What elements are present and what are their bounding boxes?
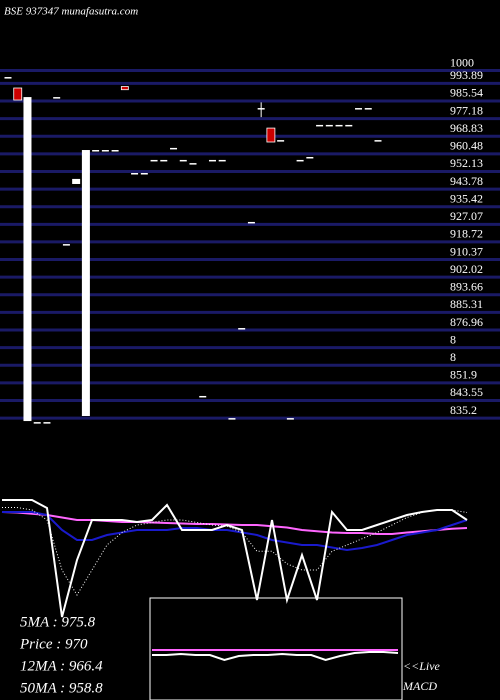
candle-body: [218, 159, 226, 162]
candle-body: [208, 159, 216, 162]
stat: Price : 970: [19, 636, 88, 652]
y-tick-label: 843.55: [450, 385, 483, 399]
macd-panel: [149, 597, 403, 700]
candle-body: [345, 124, 353, 127]
stat: 50MA : 958.8: [20, 680, 103, 696]
candle-body: [72, 178, 81, 184]
y-tick-label: 910.37: [450, 244, 483, 258]
y-tick-label: 8: [450, 350, 456, 364]
candle-body: [120, 86, 129, 91]
candle-body: [13, 87, 23, 101]
chart-title: BSE 937347 munafasutra.com: [4, 6, 138, 18]
candle-body: [160, 159, 168, 162]
y-tick-label: 993.89: [450, 68, 483, 82]
candle-body: [199, 395, 207, 398]
y-tick-label: 876.96: [450, 315, 483, 329]
line-series: [152, 651, 399, 662]
candle-body: [179, 159, 187, 162]
y-tick-label: 985.54: [450, 86, 483, 100]
candle-body: [364, 108, 372, 110]
candle-body: [325, 124, 333, 127]
stat: 5MA : 975.8: [20, 614, 96, 630]
line-series: [2, 511, 468, 552]
candle-body: [53, 97, 61, 99]
candle-body: [62, 244, 70, 246]
candle-body: [101, 150, 109, 152]
y-tick-label: 835.2: [450, 403, 477, 417]
y-tick-label: 918.72: [450, 227, 483, 241]
candle-body: [257, 108, 265, 110]
line-series: [1, 511, 468, 535]
candle-body: [316, 124, 324, 127]
candle-body: [189, 163, 197, 165]
y-tick-label: 935.42: [450, 191, 483, 205]
candle-body: [247, 221, 255, 224]
candle-body: [266, 127, 276, 143]
y-tick-label: 960.48: [450, 139, 483, 153]
candle-body: [140, 173, 148, 175]
y-tick-label: 943.78: [450, 174, 483, 188]
y-tick-label: 8: [450, 332, 456, 346]
y-tick-label: 1000: [450, 55, 474, 69]
line-series: [2, 499, 468, 618]
y-tick-label: 851.9: [450, 368, 477, 382]
candle-body: [23, 97, 32, 422]
candle-body: [131, 173, 139, 175]
candle-body: [33, 422, 41, 424]
macd-label: <<Live: [403, 659, 441, 673]
candle-body: [92, 150, 100, 152]
candle-body: [306, 156, 314, 159]
candle-body: [228, 418, 236, 420]
candle-body: [150, 159, 158, 162]
line-series: [2, 507, 468, 596]
y-tick-label: 927.07: [450, 209, 483, 223]
candle-body: [43, 422, 51, 424]
macd-label: MACD: [402, 679, 437, 693]
candle-body: [4, 77, 12, 79]
y-tick-label: 952.13: [450, 156, 483, 170]
candle-body: [335, 124, 343, 127]
candle-body: [286, 418, 294, 420]
y-tick-label: 968.83: [450, 121, 483, 135]
candle-body: [277, 140, 285, 142]
y-tick-label: 977.18: [450, 103, 483, 117]
candle-body: [238, 328, 246, 330]
stat: 12MA : 966.4: [20, 658, 103, 674]
y-tick-label: 885.31: [450, 297, 483, 311]
candle-body: [296, 159, 304, 162]
y-tick-label: 893.66: [450, 280, 483, 294]
candle-body: [170, 147, 178, 150]
y-tick-label: 902.02: [450, 262, 483, 276]
candle-body: [81, 150, 90, 416]
candle-body: [111, 150, 119, 152]
candle-body: [355, 108, 363, 110]
candle-body: [374, 140, 382, 142]
